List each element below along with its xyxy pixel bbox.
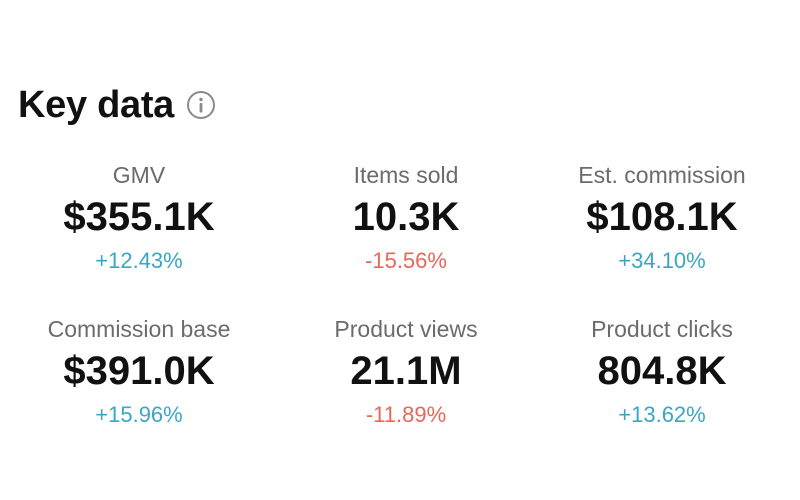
metric-change: +13.62% xyxy=(618,402,706,427)
section-title: Key data xyxy=(18,83,175,126)
metric-card-est-commission[interactable]: Est. commission $108.1K +34.10% xyxy=(534,160,790,314)
metric-change: +12.43% xyxy=(95,248,183,273)
metric-change: +15.96% xyxy=(95,402,183,427)
metric-label: GMV xyxy=(112,162,166,188)
metric-value: $108.1K xyxy=(586,195,738,239)
metric-card-product-clicks[interactable]: Product clicks 804.8K +13.62% xyxy=(534,314,790,468)
metric-card-items-sold[interactable]: Items sold 10.3K -15.56% xyxy=(278,160,534,314)
metric-value: 10.3K xyxy=(352,195,460,239)
metric-label: Product clicks xyxy=(591,316,733,342)
metric-value: $355.1K xyxy=(63,195,215,239)
metric-value: 21.1M xyxy=(350,349,462,393)
metric-label: Items sold xyxy=(353,162,459,188)
metric-label: Est. commission xyxy=(578,162,746,188)
info-icon-graphic xyxy=(187,91,216,119)
metric-label: Commission base xyxy=(47,316,231,342)
metric-change: -11.89% xyxy=(365,402,447,427)
info-icon[interactable] xyxy=(186,90,216,120)
metric-card-gmv[interactable]: GMV $355.1K +12.43% xyxy=(0,160,278,314)
metric-value: 804.8K xyxy=(597,349,727,393)
metric-value: $391.0K xyxy=(63,349,215,393)
metric-change: +34.10% xyxy=(618,248,706,273)
metric-card-commission-base[interactable]: Commission base $391.0K +15.96% xyxy=(0,314,278,468)
metric-change: -15.56% xyxy=(365,248,447,273)
metric-label: Product views xyxy=(334,316,478,342)
metric-card-product-views[interactable]: Product views 21.1M -11.89% xyxy=(278,314,534,468)
metrics-grid: GMV $355.1K +12.43% Items sold 10.3K -15… xyxy=(0,160,790,468)
key-data-header: Key data xyxy=(18,82,216,128)
